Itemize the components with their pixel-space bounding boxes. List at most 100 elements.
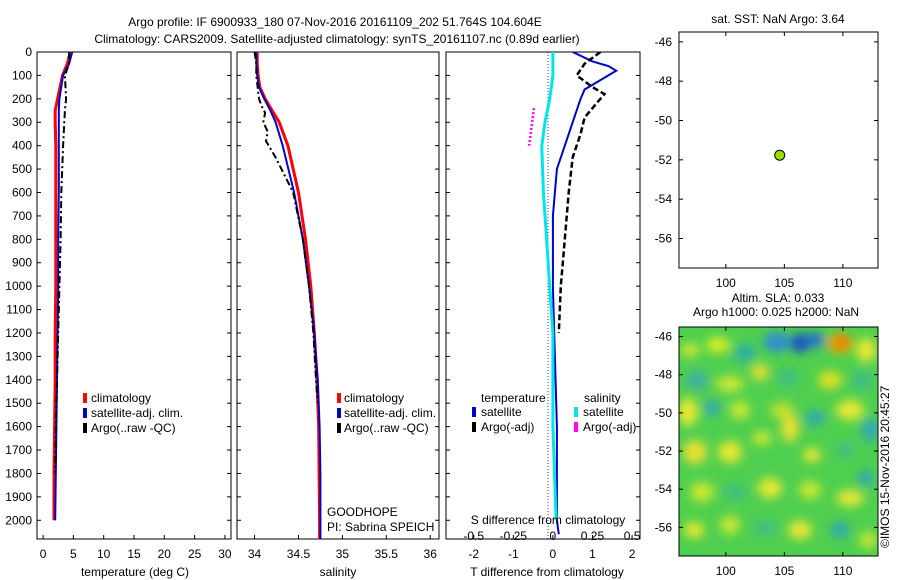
heatmap-blobs — [679, 332, 878, 548]
legend-label-s-satellite: satellite — [583, 405, 624, 419]
s-diff-tick-label: 0.25 — [581, 529, 605, 543]
lon-tick-label: 105 — [774, 276, 794, 290]
x-tick-label: 0 — [40, 547, 47, 561]
depth-ticks: 0 100 200 300 400 500 600 700 800 900 1000 1100 1200… — [5, 45, 640, 527]
depth-tick-label: 1800 — [5, 466, 32, 480]
depth-tick-label: 1000 — [5, 279, 32, 293]
project-label: GOODHOPE — [327, 505, 398, 519]
header-line2: Climatology: CARS2009. Satellite-adjuste… — [94, 32, 579, 46]
depth-tick-label: 1200 — [5, 326, 32, 340]
header-line1: Argo profile: IF 6900933_180 07-Nov-2016… — [128, 15, 541, 29]
legend-label-t-argo: Argo(-adj) — [481, 420, 534, 434]
depth-tick-label: 1300 — [5, 349, 32, 363]
lat-tick-label: -48 — [655, 74, 673, 88]
legend-label-satellite: satellite-adj. clim. — [91, 406, 183, 420]
depth-tick-label: 200 — [12, 92, 32, 106]
x-tick-label: 15 — [127, 547, 141, 561]
temperature-legend: climatology satellite-adj. clim. Argo(..… — [83, 391, 183, 435]
sst-ticks: -46 -48 -50 -52 -54 -56 100 105 110 — [655, 32, 878, 290]
legend-swatch-argo — [83, 423, 87, 433]
series-line-argo-raw-qc- — [253, 52, 319, 404]
depth-tick-label: 1500 — [5, 396, 32, 410]
lon-tick-label: 100 — [716, 564, 736, 578]
sla-heatmap — [679, 327, 878, 556]
lat-tick-label: -54 — [655, 482, 673, 496]
salinity-legend: climatology satellite-adj. clim. Argo(..… — [337, 391, 436, 435]
s-diff-tick-label: -0.25 — [500, 529, 528, 543]
lat-tick-label: -56 — [655, 520, 673, 534]
sla-ticks: -46 -48 -50 -52 -54 -56 100 105 110 — [655, 327, 878, 578]
temperature-panel: 0100200300400500600700800900100011001200… — [5, 45, 640, 579]
legend-label-t-satellite: satellite — [481, 405, 522, 419]
depth-tick-label: 400 — [12, 139, 32, 153]
depth-tick-label: 1400 — [5, 373, 32, 387]
lat-tick-label: -54 — [655, 192, 673, 206]
s-diff-x-ticks: -0.5 -0.25 0 0.25 0.5 — [463, 529, 640, 543]
x-tick-label: 0 — [550, 547, 557, 561]
series-line-salinity-argo-adj- — [527, 108, 536, 146]
depth-tick-label: 1100 — [6, 303, 32, 317]
lat-tick-label: -56 — [655, 232, 673, 246]
depth-tick-label: 500 — [12, 162, 32, 176]
depth-tick-label: 300 — [12, 115, 32, 129]
legend-label-s-argo: Argo(-adj) — [583, 420, 636, 434]
x-tick-label: 36 — [424, 547, 438, 561]
s-diff-tick-label: 0.5 — [624, 529, 641, 543]
salinity-series — [253, 52, 322, 539]
credit-text: ©IMOS 15-Nov-2016 20:45:27 — [878, 385, 892, 548]
sla-axes-frame — [678, 326, 879, 557]
legend-label-satellite: satellite-adj. clim. — [344, 406, 436, 420]
x-tick-label: 34.5 — [287, 547, 311, 561]
s-diff-label: S difference from climatology — [471, 513, 626, 527]
temperature-x-ticks: 0 5 10 15 20 25 30 — [40, 535, 232, 561]
lat-tick-label: -50 — [655, 406, 673, 420]
lat-tick-label: -50 — [655, 114, 673, 128]
x-tick-label: 20 — [158, 547, 172, 561]
x-tick-label: -2 — [468, 547, 479, 561]
depth-tick-label: 0 — [25, 45, 32, 59]
x-tick-label: 1 — [589, 547, 596, 561]
x-tick-label: 35.5 — [375, 547, 399, 561]
sla-title-line2: Argo h1000: 0.025 h2000: NaN — [693, 305, 859, 319]
depth-tick-label: 100 — [12, 68, 32, 82]
legend-swatch-satellite — [337, 408, 341, 418]
series-line-argo-raw-qc- — [54, 52, 71, 474]
x-tick-label: 34 — [248, 547, 262, 561]
temperature-axes-frame — [36, 51, 232, 540]
x-tick-label: 5 — [70, 547, 77, 561]
depth-tick-label: 2000 — [5, 513, 32, 527]
s-diff-tick-label: -0.5 — [463, 529, 484, 543]
series-line-temperature-satellite — [551, 52, 619, 535]
s-diff-tick-label: 0 — [550, 529, 557, 543]
sst-map-panel: sat. SST: NaN Argo: 3.64 -46 -48 -50 -52 -54… — [655, 12, 879, 290]
x-tick-label: 35 — [336, 547, 350, 561]
series-line-satellite-adj-clim- — [255, 52, 322, 539]
sst-points — [774, 149, 786, 161]
legend-swatch-s-satellite — [574, 407, 578, 417]
depth-tick-label: 1900 — [5, 490, 32, 504]
difference-series — [527, 52, 619, 535]
difference-panel: -2 -1 0 1 2 -0.5 -0.25 0 0.25 0.5 S difference f… — [445, 51, 641, 579]
lat-tick-label: -48 — [655, 368, 673, 382]
lon-tick-label: 110 — [833, 564, 852, 578]
legend-swatch-t-satellite — [472, 407, 476, 417]
t-diff-label: T difference from climatology — [470, 565, 624, 579]
depth-tick-label: 600 — [12, 185, 32, 199]
legend-title-salinity: salinity — [584, 391, 621, 405]
difference-axes-frame — [445, 51, 641, 540]
x-tick-label: 2 — [629, 547, 636, 561]
lat-tick-label: -46 — [655, 35, 673, 49]
legend-swatch-climatology — [83, 393, 87, 403]
legend-swatch-satellite — [83, 408, 87, 418]
t-diff-x-ticks: -2 -1 0 1 2 — [468, 535, 636, 561]
lat-tick-label: -52 — [655, 444, 673, 458]
legend-label-climatology: climatology — [91, 391, 151, 405]
legend-swatch-argo — [337, 423, 341, 433]
heatmap-background — [679, 327, 878, 556]
salinity-panel: 34 34.5 35 35.5 36 salinity climatology sate… — [236, 51, 440, 579]
x-tick-label: 10 — [97, 547, 111, 561]
depth-tick-label: 1700 — [5, 443, 32, 457]
series-line-salinity-satellite — [540, 52, 558, 521]
lon-tick-label: 110 — [833, 276, 852, 290]
lat-tick-label: -46 — [655, 330, 673, 344]
